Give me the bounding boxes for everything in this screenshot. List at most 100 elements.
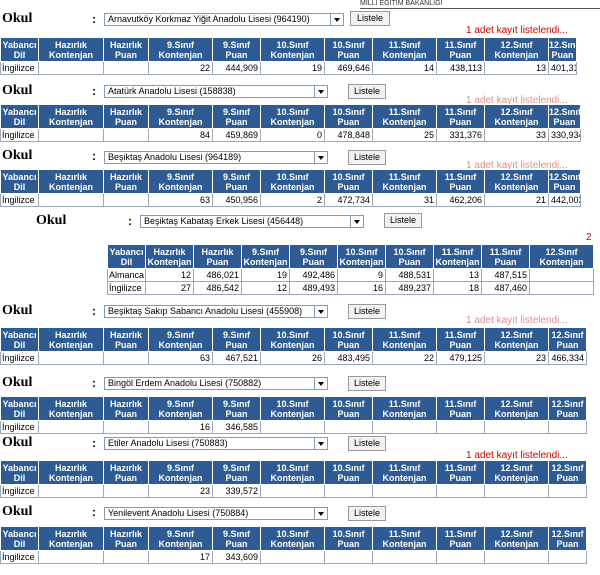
colon: : — [92, 12, 96, 26]
school-select[interactable]: Yenilevent Anadolu Lisesi (750884) — [104, 507, 328, 520]
top-banner: MİLLİ EĞİTİM BAKANLIĞI — [360, 0, 600, 9]
cell: 478,848 — [324, 128, 373, 142]
school-select[interactable]: Arnavutköy Korkmaz Yiğit Anadolu Lisesi … — [104, 13, 344, 26]
school-select[interactable]: Atatürk Anadolu Lisesi (158838) — [104, 85, 328, 98]
chevron-down-icon[interactable] — [350, 216, 363, 227]
cell — [436, 550, 485, 564]
header-11-puan: 11.Sınıf Puan — [436, 327, 485, 352]
cell: 483,495 — [324, 351, 373, 365]
header-hazirlik-puan: Hazırlık Puan — [103, 104, 149, 129]
header-10-kontenjan: 10.Sınıf Kontenjan — [260, 396, 325, 421]
cell: 401,312 — [548, 61, 577, 75]
colon: : — [92, 436, 96, 450]
results-table: Yabancı Dil Hazırlık Kontenjan Hazırlık Pua… — [0, 396, 587, 434]
header-9-puan: 9.Sınıf Puan — [212, 526, 261, 551]
colon: : — [92, 149, 96, 163]
cell — [436, 420, 485, 434]
okul-label: Okul — [2, 148, 33, 163]
header-hazirlik-puan: Hazırlık Puan — [103, 37, 149, 62]
table-row: İngilizce 23 339,572 — [0, 484, 587, 498]
header-hazirlik-puan: Hazırlık Puan — [103, 396, 149, 421]
result-notice: 2 — [586, 232, 592, 243]
cell: 339,572 — [212, 484, 261, 498]
header-11-puan: 11.Sınıf Puan — [436, 37, 485, 62]
cell: İngilizce — [0, 61, 39, 75]
school-select-value: Beşiktaş Kabataş Erkek Lisesi (456448) — [144, 216, 304, 226]
cell: 27 — [145, 281, 194, 295]
header-10-puan: 10.Sınıf Puan — [324, 104, 373, 129]
header-10-kontenjan: 10.Sınıf Kontenjan — [260, 327, 325, 352]
listele-button[interactable]: Listele — [348, 304, 386, 319]
cell: 466,334 — [548, 351, 587, 365]
chevron-down-icon[interactable] — [314, 306, 327, 317]
header-yabanci-dil: Yabancı Dil — [0, 104, 39, 129]
cell: İngilizce — [0, 550, 39, 564]
cell — [484, 484, 549, 498]
table-row: İngilizce 63 467,521 26 483,495 22 479,1… — [0, 351, 587, 365]
result-notice: 1 adet kayıt listelendi... — [466, 450, 568, 461]
school-select[interactable]: Bingöl Erdem Anadolu Lisesi (750882) — [104, 377, 328, 390]
header-hazirlik-puan: Hazırlık Puan — [103, 526, 149, 551]
header-11-kontenjan: 11.Sınıf Kontenjan — [372, 396, 437, 421]
cell — [38, 420, 104, 434]
header-11-kontenjan: 11.Sınıf Kontenjan — [372, 327, 437, 352]
listele-button[interactable]: Listele — [348, 506, 386, 521]
header-12-kontenjan: 12.Sınıf Kontenjan — [484, 169, 549, 194]
school-select[interactable]: Etiler Anadolu Lisesi (750883) — [104, 437, 328, 450]
cell: 19 — [260, 61, 325, 75]
cell: 472,734 — [324, 193, 373, 207]
header-yabanci-dil: Yabancı Dil — [107, 244, 146, 269]
result-notice: 1 adet kayıt listelendi... — [466, 160, 568, 171]
header-10-kontenjan: 10.Sınıf Kontenjan — [260, 37, 325, 62]
cell: 22 — [148, 61, 213, 75]
chevron-down-icon[interactable] — [314, 378, 327, 389]
cell — [38, 351, 104, 365]
chevron-down-icon[interactable] — [314, 152, 327, 163]
school-select[interactable]: Beşiktaş Sakıp Sabancı Anadolu Lisesi (4… — [104, 305, 328, 318]
header-11-puan: 11.Sınıf Puan — [436, 526, 485, 551]
cell: 467,521 — [212, 351, 261, 365]
header-hazirlik-puan: Hazırlık Puan — [103, 327, 149, 352]
listele-button[interactable]: Listele — [348, 150, 386, 165]
cell: 330,934 — [548, 128, 581, 142]
table-row: İngilizce 22 444,909 19 469,646 14 438,1… — [0, 61, 577, 75]
chevron-down-icon[interactable] — [314, 508, 327, 519]
chevron-down-icon[interactable] — [330, 14, 343, 25]
header-10-puan: 10.Sınıf Puan — [324, 327, 373, 352]
listele-button[interactable]: Listele — [384, 213, 422, 228]
header-10-puan: 10.Sınıf Puan — [324, 460, 373, 485]
cell: 438,113 — [436, 61, 485, 75]
table-row: İngilizce 17 343,609 — [0, 550, 587, 564]
okul-label: Okul — [2, 303, 33, 318]
listele-button[interactable]: Listele — [348, 376, 386, 391]
cell: 492,486 — [289, 268, 338, 282]
results-table: Yabancı Dil Hazırlık Kontenjan Hazırlık Pua… — [0, 460, 587, 498]
results-table: Yabancı Dil Hazırlık Kontenjan Hazırlık Pua… — [0, 526, 587, 564]
cell — [260, 484, 325, 498]
cell — [103, 128, 149, 142]
listele-button[interactable]: Listele — [348, 84, 386, 99]
school-select[interactable]: Beşiktaş Anadolu Lisesi (964189) — [104, 151, 328, 164]
header-12-kontenjan: 12.Sınıf Kontenjan — [529, 244, 594, 269]
cell: 2 — [260, 193, 325, 207]
header-9-kontenjan: 9.Sınıf Kontenjan — [241, 244, 290, 269]
cell: 17 — [148, 550, 213, 564]
cell — [484, 420, 549, 434]
results-table: Yabancı Dil Hazırlık Kontenjan Hazırlık Pua… — [0, 327, 587, 365]
cell — [529, 281, 594, 295]
chevron-down-icon[interactable] — [314, 438, 327, 449]
cell — [38, 61, 104, 75]
header-hazirlik-kontenjan: Hazırlık Kontenjan — [38, 169, 104, 194]
chevron-down-icon[interactable] — [314, 86, 327, 97]
cell: 13 — [484, 61, 549, 75]
header-12-kontenjan: 12.Sınıf Kontenjan — [484, 104, 549, 129]
listele-button[interactable]: Listele — [350, 11, 390, 26]
school-select[interactable]: Beşiktaş Kabataş Erkek Lisesi (456448) — [140, 215, 364, 228]
header-10-puan: 10.Sınıf Puan — [385, 244, 434, 269]
listele-button[interactable]: Listele — [348, 436, 386, 451]
cell: 479,125 — [436, 351, 485, 365]
